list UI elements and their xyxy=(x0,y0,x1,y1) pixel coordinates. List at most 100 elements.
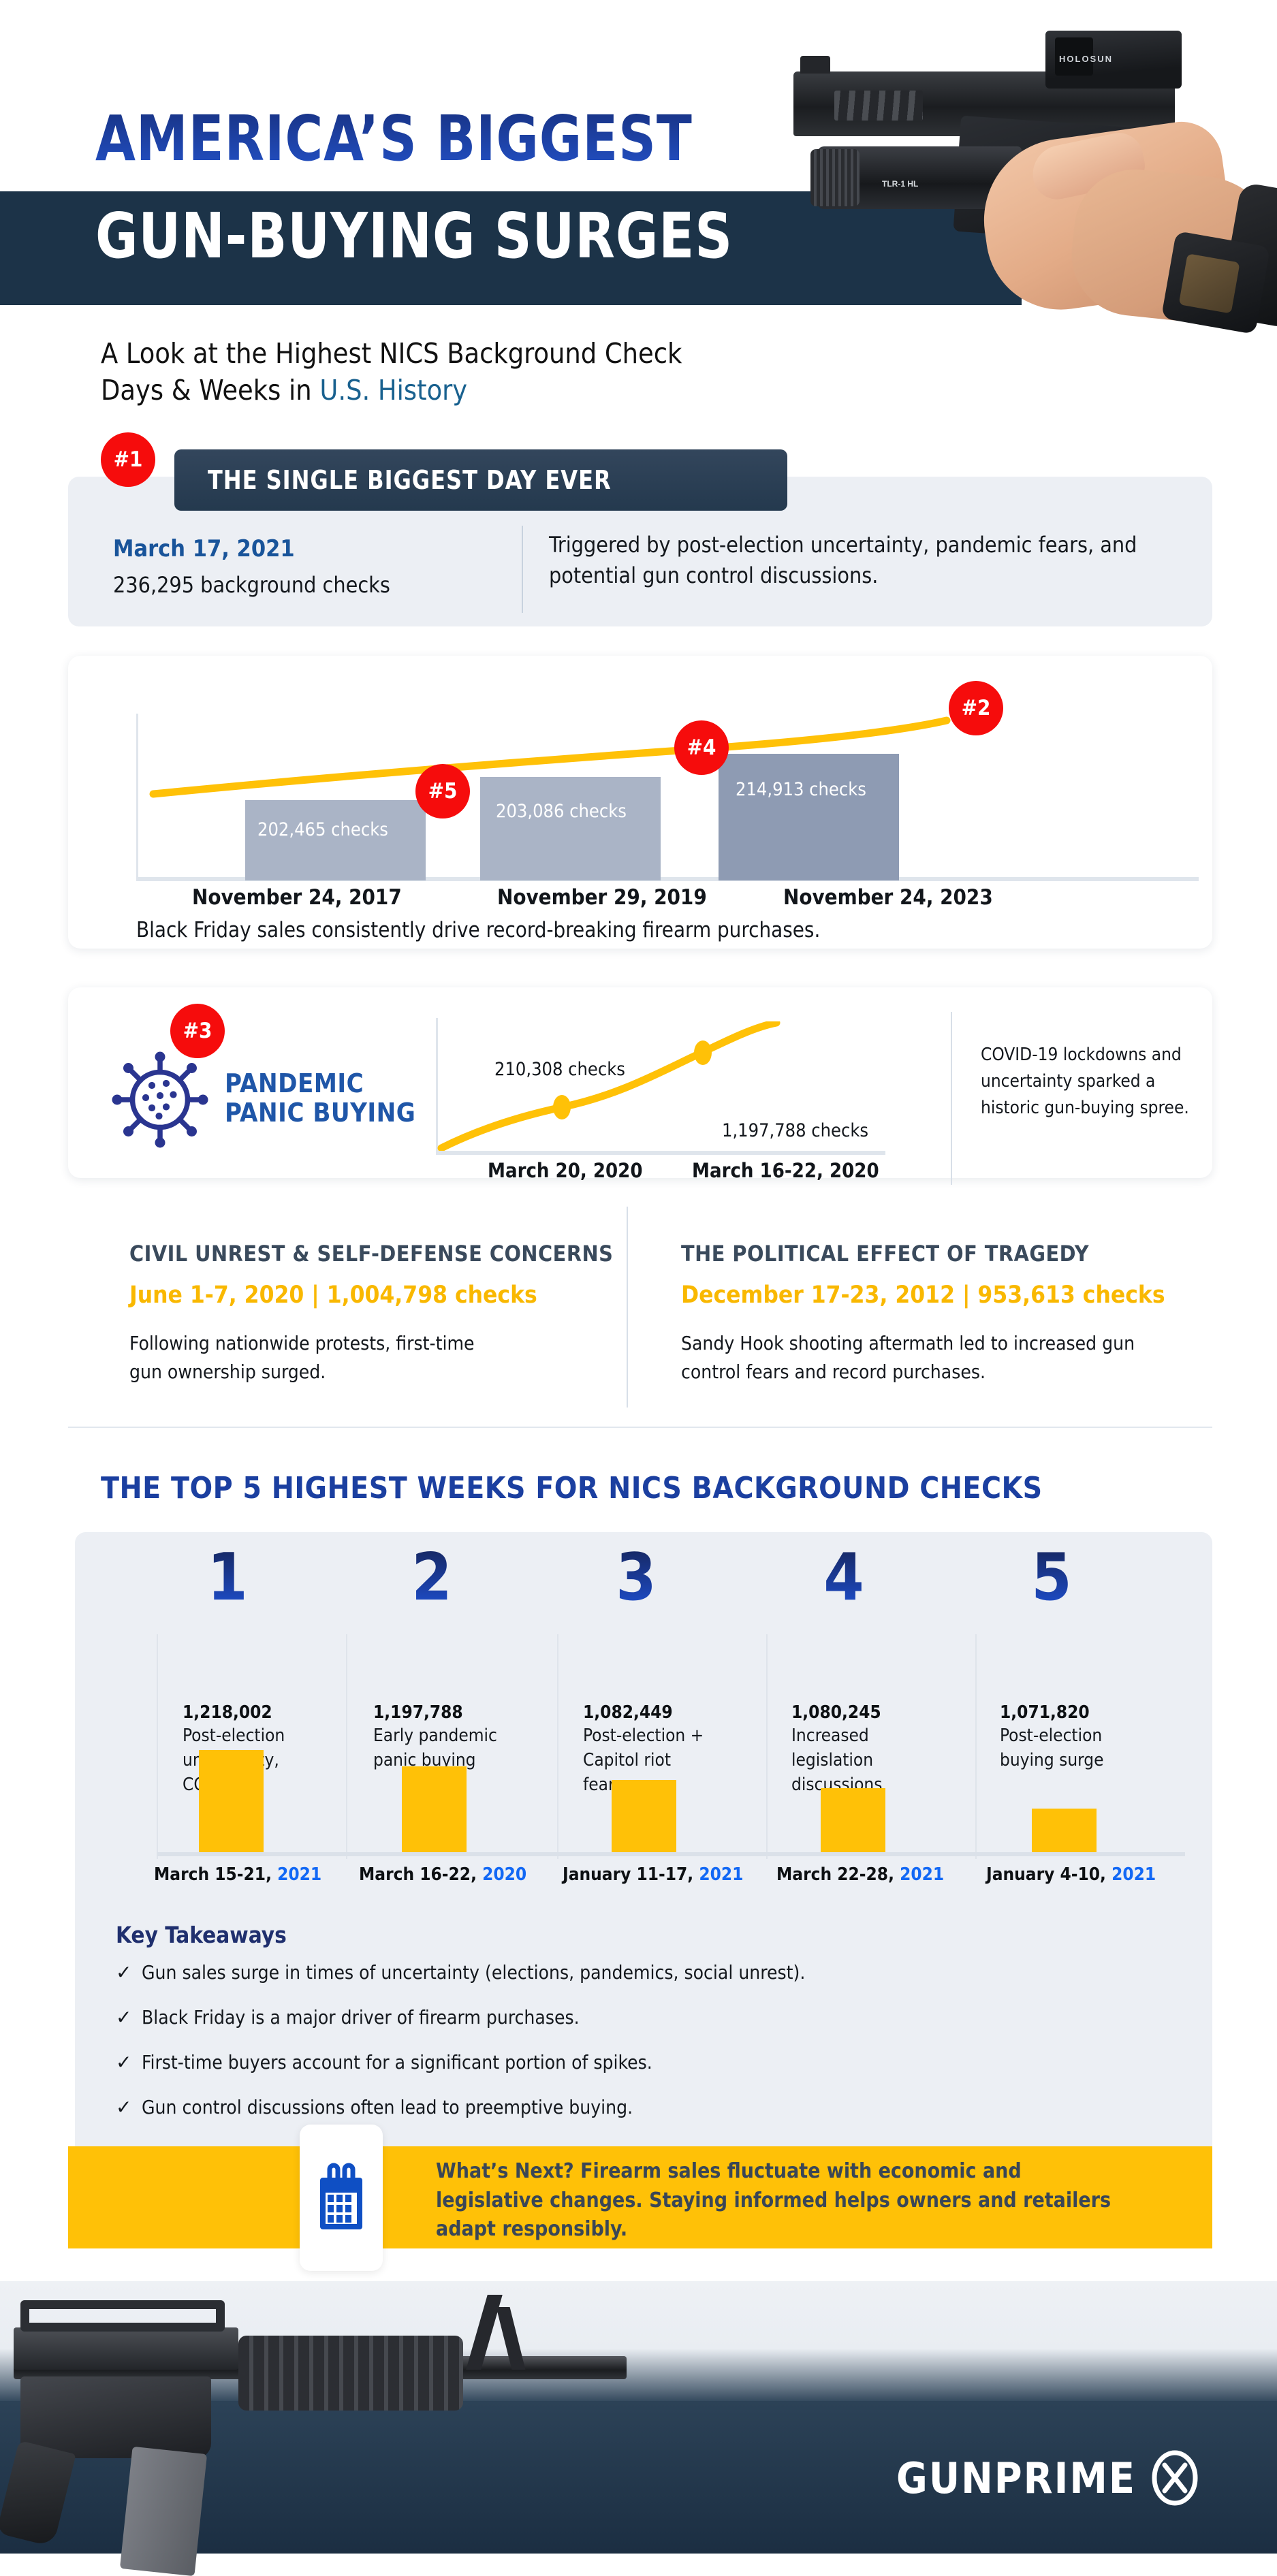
takeaway-item-1: Gun sales surge in times of uncertainty … xyxy=(142,1961,806,1984)
top5-date-4: March 22-28, 2021 xyxy=(776,1864,944,1885)
key-takeaways-heading: Key Takeaways xyxy=(116,1922,287,1948)
rank-badge-1: #1 xyxy=(101,432,155,487)
rifle-magazine xyxy=(119,2446,208,2576)
top5-number-4: 1,080,245 xyxy=(791,1702,881,1723)
calendar-icon xyxy=(320,2163,362,2229)
top5-rank-3: 3 xyxy=(548,1546,724,1610)
top5-date-5: January 4-10, 2021 xyxy=(986,1864,1156,1885)
wristwatch xyxy=(1161,230,1271,335)
biggest-day-date: March 17, 2021 xyxy=(113,535,295,562)
bf-bar-2-label: November 29, 2019 xyxy=(497,885,707,910)
pistol-photo: HOLOSUN TLR-1 HL xyxy=(691,14,1277,335)
brand-logo[interactable]: GUNPRIME xyxy=(896,2450,1199,2506)
pandemic-point-2-value: 1,197,788 checks xyxy=(722,1120,869,1141)
top5-bar-chart xyxy=(157,1743,1185,1854)
civil-unrest-body: Following nationwide protests, first-tim… xyxy=(129,1332,475,1383)
rank-badge-2: #2 xyxy=(949,681,1003,735)
pandemic-description: COVID-19 lockdowns and uncertainty spark… xyxy=(981,1045,1189,1118)
pandemic-chart xyxy=(437,1021,781,1151)
top5-rank-4: 4 xyxy=(756,1546,932,1610)
top5-sep-5 xyxy=(975,1634,977,1859)
top5-col-5: 5 xyxy=(964,1546,1139,1610)
takeaway-item-4: Gun control discussions often lead to pr… xyxy=(142,2096,633,2118)
top5-sep-3 xyxy=(557,1634,558,1859)
top5-date-3: January 11-17, 2021 xyxy=(563,1864,743,1885)
biggest-day-heading: THE SINGLE BIGGEST DAY EVER xyxy=(207,465,612,495)
civil-unrest-heading: CIVIL UNREST & SELF-DEFENSE CONCERNS xyxy=(129,1241,614,1267)
top5-date-1: March 15-21, 2021 xyxy=(154,1864,321,1885)
top5-date-5-main: January 4-10, xyxy=(986,1864,1112,1885)
top5-number-1: 1,218,002 xyxy=(183,1702,272,1723)
top5-date-3-year: 2021 xyxy=(699,1864,744,1885)
tragedy-stat: December 17-23, 2012 | 953,613 checks xyxy=(681,1282,1165,1309)
top5-x-axis xyxy=(157,1852,1185,1856)
bf-bar-2-value: 203,086 checks xyxy=(496,801,627,822)
top5-number-3: 1,082,449 xyxy=(583,1702,673,1723)
pandemic-point-1-date: March 20, 2020 xyxy=(488,1159,643,1182)
top5-col-4: 4 xyxy=(756,1546,932,1610)
tragedy-heading: THE POLITICAL EFFECT OF TRAGEDY xyxy=(681,1241,1090,1267)
biggest-day-checks: 236,295 background checks xyxy=(113,572,390,598)
rifle-lower-receiver xyxy=(20,2376,211,2458)
pandemic-point-1-value: 210,308 checks xyxy=(494,1059,625,1080)
top5-date-3-main: January 11-17, xyxy=(563,1864,699,1885)
pandemic-y-axis xyxy=(436,1018,438,1153)
title-band xyxy=(0,191,1022,305)
bf-x-axis xyxy=(136,877,1199,881)
subtitle-line1: A Look at the Highest NICS Background Ch… xyxy=(101,337,682,370)
rifle-photo xyxy=(0,2288,695,2576)
footer-bar xyxy=(0,2401,1277,2554)
page-title-line1: AMERICA’S BIGGEST xyxy=(95,102,693,175)
top5-sep-4 xyxy=(766,1634,768,1859)
calendar-icon-card xyxy=(300,2125,383,2271)
top5-date-2: March 16-22, 2020 xyxy=(359,1864,526,1885)
top5-col-1: 1 xyxy=(140,1546,315,1610)
top5-number-2: 1,197,788 xyxy=(373,1702,463,1723)
top5-date-4-year: 2021 xyxy=(900,1864,945,1885)
pandemic-point-2-date: March 16-22, 2020 xyxy=(692,1159,879,1182)
top5-rank-1: 1 xyxy=(140,1546,315,1610)
cta-banner-text: What’s Next? Firearm sales fluctuate wit… xyxy=(436,2159,1112,2242)
bf-bar-3 xyxy=(719,754,899,880)
subtitle-line2: Days & Weeks in xyxy=(101,374,320,407)
biggest-day-divider xyxy=(522,526,523,613)
top5-date-2-main: March 16-22, xyxy=(359,1864,483,1885)
top5-col-2: 2 xyxy=(344,1546,520,1610)
black-friday-note: Black Friday sales consistently drive re… xyxy=(136,918,821,942)
pandemic-title-line1: PANDEMIC xyxy=(225,1068,364,1098)
section-divider-rule xyxy=(68,1427,1212,1428)
bf-y-axis xyxy=(136,714,138,880)
page-title-line2: GUN-BUYING SURGES xyxy=(95,200,733,272)
top5-bar-4 xyxy=(821,1788,885,1854)
top5-col-3: 3 xyxy=(548,1546,724,1610)
two-column-divider xyxy=(627,1207,628,1408)
black-friday-chart: 202,465 checks 203,086 checks 214,913 ch… xyxy=(136,714,1199,880)
top5-desc-3: Post-election + Capitol riot fears xyxy=(583,1726,704,1795)
rank-badge-3: #3 xyxy=(170,1004,225,1058)
bf-bar-3-value: 214,913 checks xyxy=(736,779,866,800)
top5-desc-5: Post-election buying surge xyxy=(1000,1726,1104,1770)
bf-bar-1 xyxy=(245,800,426,880)
top5-bar-5 xyxy=(1032,1809,1097,1854)
cta-banner xyxy=(68,2146,1212,2248)
civil-unrest-stat: June 1-7, 2020 | 1,004,798 checks xyxy=(129,1282,537,1309)
top5-date-1-main: March 15-21, xyxy=(154,1864,278,1885)
hero-section: HOLOSUN TLR-1 HL AMERICA’S BIGGEST GUN-B… xyxy=(0,0,1277,335)
top5-bar-1 xyxy=(199,1750,264,1854)
top5-sep-1 xyxy=(157,1634,158,1859)
top5-sep-2 xyxy=(346,1634,347,1859)
bf-bar-2 xyxy=(480,777,661,880)
check-icon-3: ✓ xyxy=(116,2052,132,2073)
bf-bar-1-value: 202,465 checks xyxy=(257,819,388,840)
rifle-carry-handle xyxy=(20,2300,225,2332)
pandemic-x-axis xyxy=(436,1151,885,1155)
top5-bar-3 xyxy=(612,1780,676,1854)
tragedy-body: Sandy Hook shooting aftermath led to inc… xyxy=(681,1332,1135,1383)
bf-trend-line xyxy=(149,716,951,798)
top5-rank-2: 2 xyxy=(344,1546,520,1610)
pandemic-title: PANDEMIC PANIC BUYING xyxy=(225,1069,415,1127)
pistol-front-sight xyxy=(800,56,830,74)
check-icon-2: ✓ xyxy=(116,2007,132,2028)
rifle-handguard xyxy=(238,2336,463,2411)
rank-badge-4: #4 xyxy=(674,720,729,775)
